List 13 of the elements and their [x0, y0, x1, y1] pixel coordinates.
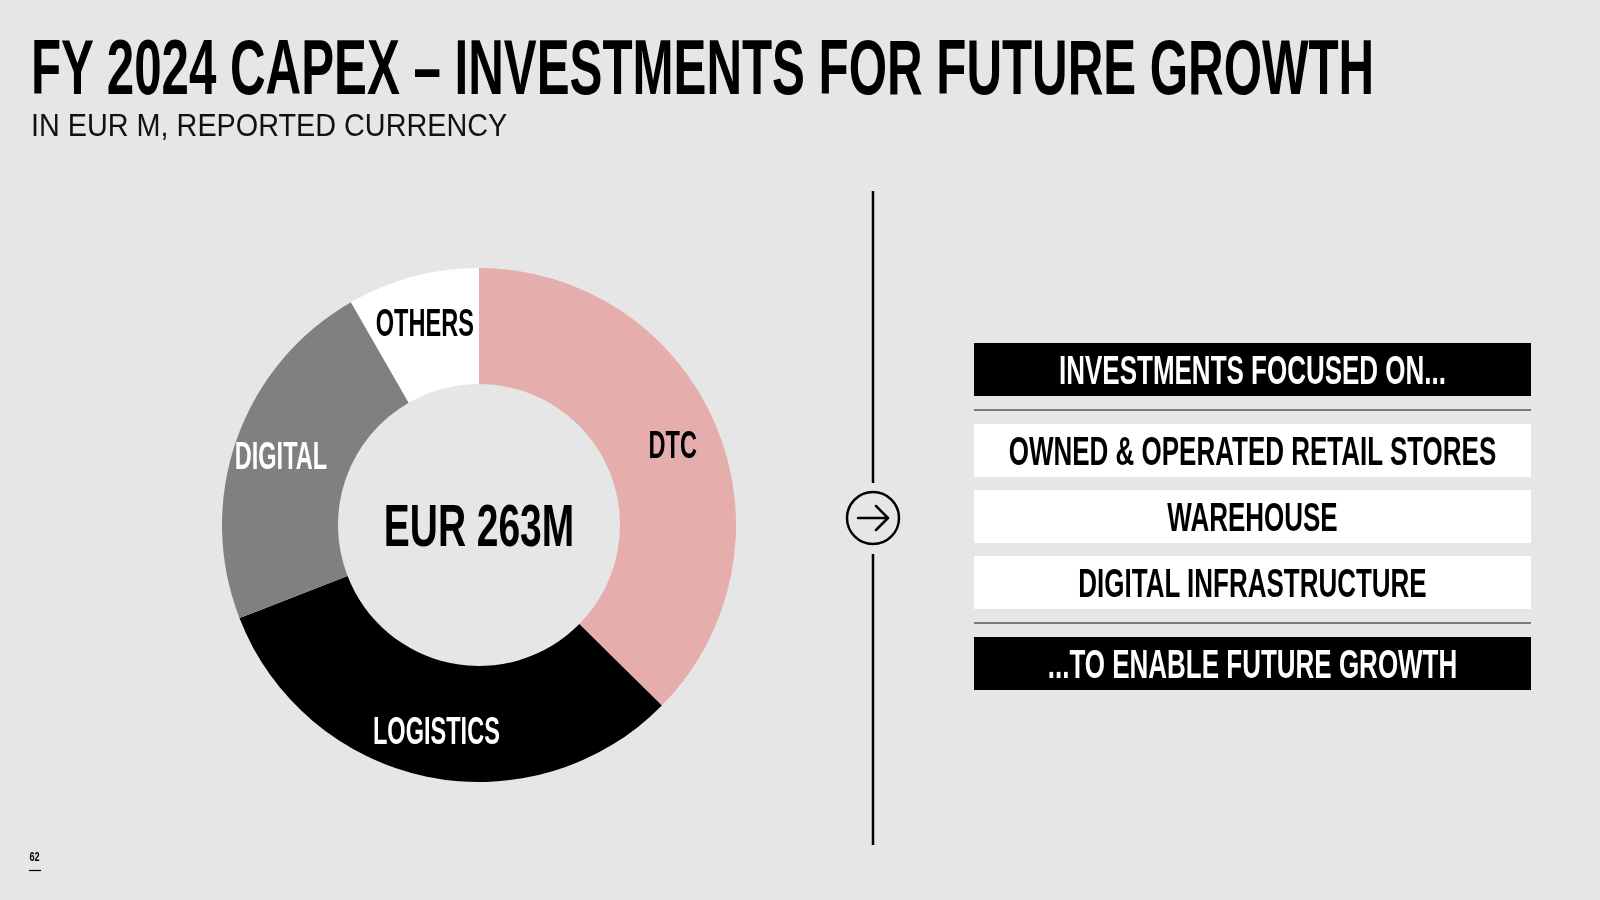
text: 62	[29, 849, 40, 864]
text: ...TO ENABLE FUTURE GROWTH	[1047, 641, 1458, 687]
text: OWNED & OPERATED RETAIL STORES	[1008, 428, 1497, 474]
slice-label: OTHERS	[375, 300, 474, 345]
text: WAREHOUSE	[1167, 494, 1338, 540]
text: EUR 263M	[383, 493, 575, 560]
text: INVESTMENTS FOCUSED ON...	[1059, 347, 1446, 393]
text: DIGITAL INFRASTRUCTURE	[1078, 560, 1427, 606]
slice-label: LOGISTICS	[372, 709, 500, 753]
slice-label: DIGITAL	[234, 433, 328, 478]
slice-label: DTC	[648, 422, 697, 467]
donut-slice	[479, 268, 736, 706]
donut-slice	[239, 576, 662, 782]
